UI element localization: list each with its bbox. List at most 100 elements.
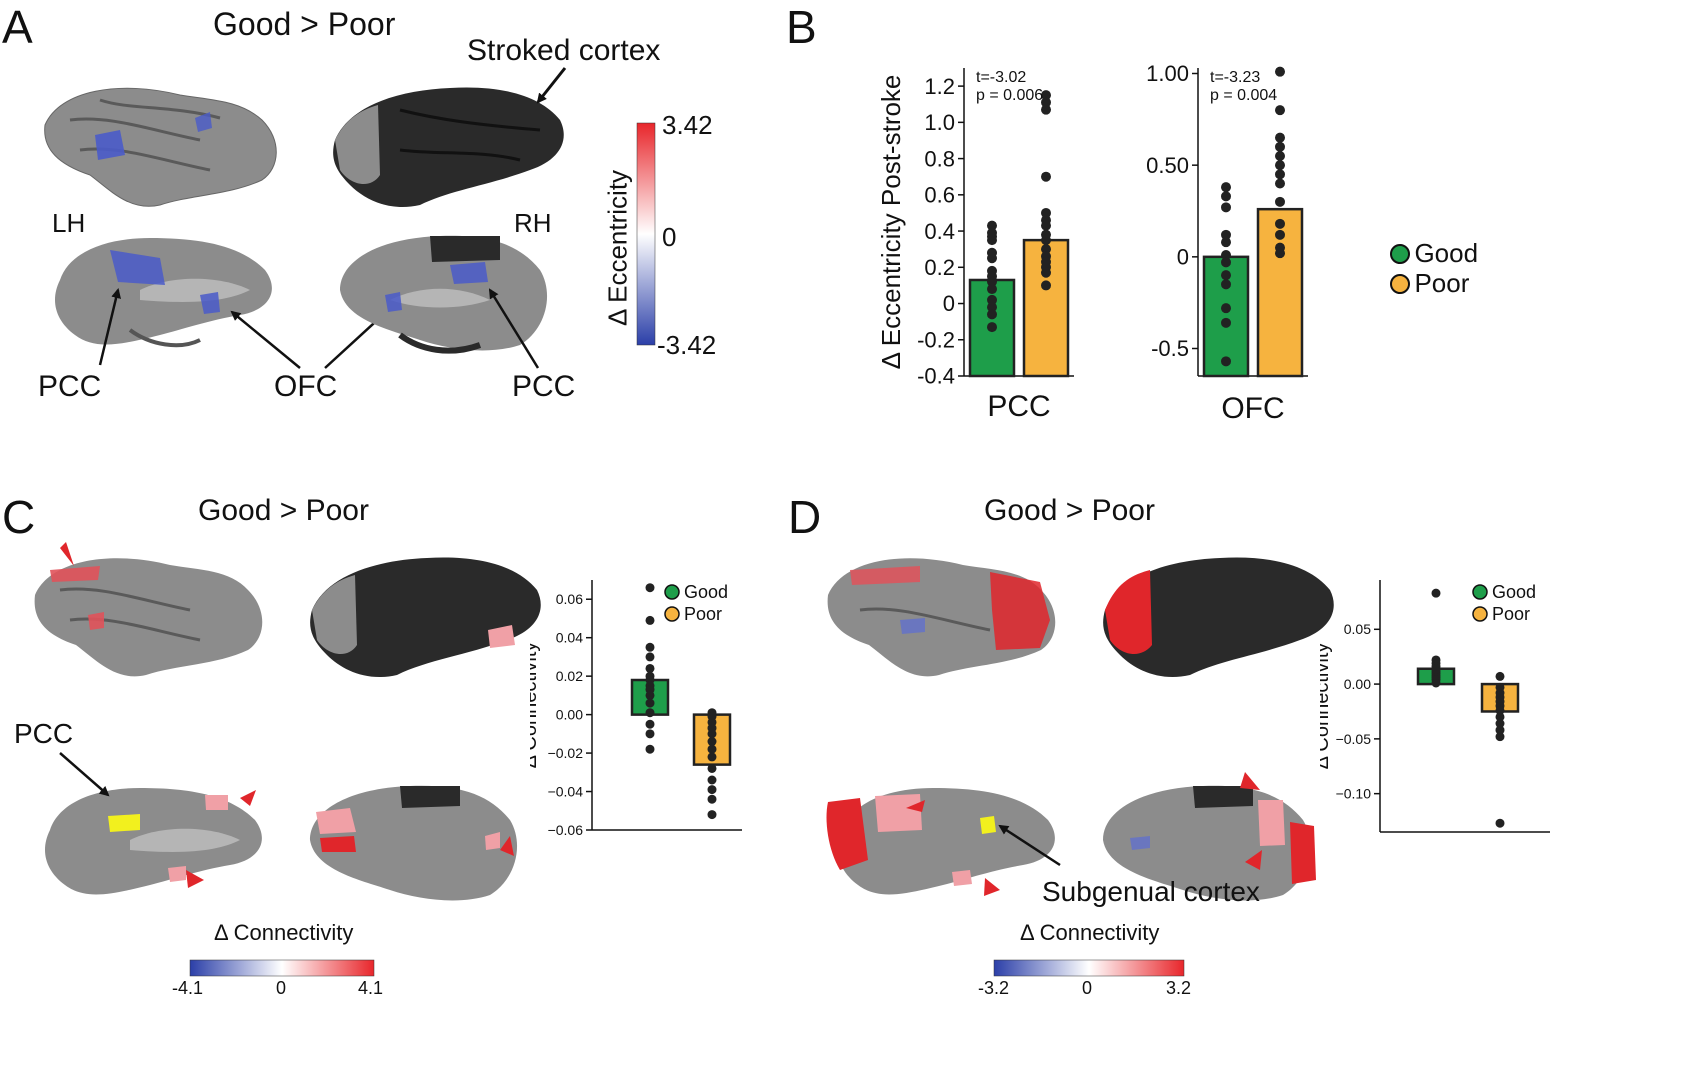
y-axis-label: Δ Eccentricity Post-stroke	[876, 75, 906, 370]
data-point	[645, 615, 655, 625]
data-point	[1275, 218, 1285, 229]
legend-label: Good	[1492, 582, 1536, 602]
data-point	[707, 785, 717, 795]
data-point	[1041, 171, 1051, 182]
y-tick-label: 0.8	[924, 146, 955, 171]
chart-c: −0.06 −0.04 −0.02 0.00 0.02 0.04 0.06 Δ Connect…	[530, 580, 742, 838]
data-point	[645, 652, 655, 662]
colorbar-a	[636, 122, 656, 346]
legend-marker	[1472, 606, 1488, 622]
legend-label: Poor	[684, 604, 722, 624]
panel-label-b: B	[786, 1, 817, 53]
data-point	[987, 276, 997, 287]
data-point	[1275, 132, 1285, 143]
y-tick-label: −0.10	[1336, 786, 1372, 802]
data-point	[1221, 237, 1231, 248]
legend-marker	[664, 606, 680, 622]
data-point	[1221, 270, 1231, 281]
data-point	[1221, 303, 1231, 314]
data-point	[1041, 280, 1051, 291]
colorbar-c-label: Δ Connectivity	[214, 920, 354, 945]
data-point	[1041, 220, 1051, 231]
data-point	[1275, 178, 1285, 189]
colorbar-c-mid: 0	[276, 978, 287, 998]
colorbar-d-label: Δ Connectivity	[1020, 920, 1160, 945]
brain-a-left-medial	[55, 238, 272, 348]
y-tick-label: 1.0	[924, 110, 955, 135]
data-point	[987, 253, 997, 264]
y-tick-label: -0.2	[917, 327, 955, 352]
data-point	[1221, 202, 1231, 213]
stroked-cortex-label: Stroked cortex	[467, 34, 661, 67]
data-point	[1431, 588, 1441, 598]
y-tick-label: -0.4	[917, 364, 955, 389]
y-tick-label: 0.4	[924, 219, 955, 244]
y-axis-label: Δ Connectivity	[530, 642, 541, 769]
data-point	[987, 220, 997, 231]
data-point	[707, 729, 717, 739]
colorbar-c-min: -4.1	[172, 978, 204, 998]
brain-d-right-lateral	[1103, 557, 1334, 678]
y-tick-label: 0.06	[556, 591, 583, 607]
panel-label-d: D	[788, 491, 822, 543]
data-point	[1431, 678, 1441, 688]
legend-label: Poor	[1492, 604, 1530, 624]
colorbar-a-label: Δ Eccentricity	[602, 169, 633, 327]
legend-label: Good	[684, 582, 728, 602]
data-point	[707, 744, 717, 754]
chart-b-ofc: -0.5 0 0.50 1.00 OFC t=-3.23p = 0.004	[1146, 61, 1308, 425]
data-point	[1221, 182, 1231, 193]
data-point	[1495, 818, 1505, 828]
brain-d-right-medial	[1103, 772, 1316, 901]
brain-d-left-medial	[826, 788, 1055, 896]
data-point	[1041, 207, 1051, 218]
panel-label-a: A	[2, 1, 33, 53]
brain-a-right-medial	[340, 235, 548, 354]
y-tick-label: −0.04	[548, 783, 584, 799]
data-point	[1275, 141, 1285, 152]
data-point	[1041, 104, 1051, 115]
data-point	[1495, 705, 1505, 715]
colorbar-d-max: 3.2	[1166, 978, 1192, 998]
y-tick-label: 1.00	[1146, 61, 1189, 86]
data-point	[1275, 248, 1285, 259]
legend-marker	[664, 584, 680, 600]
y-tick-label: 0.00	[1344, 676, 1371, 692]
brain-c-right-lateral	[310, 557, 541, 678]
data-point	[1041, 244, 1051, 255]
stat-text: p = 0.004	[1210, 87, 1277, 104]
pcc-left-label: PCC	[38, 370, 102, 403]
legend-marker	[1472, 584, 1488, 600]
data-point	[1275, 151, 1285, 161]
legend-b-good: Good	[1390, 238, 1478, 269]
y-tick-label: 0	[1177, 245, 1189, 270]
data-point	[707, 810, 717, 820]
data-point	[1221, 257, 1231, 268]
data-point	[1221, 279, 1231, 290]
data-point	[645, 729, 655, 739]
data-point	[1221, 356, 1231, 367]
y-tick-label: 1.2	[924, 74, 955, 99]
data-point	[1275, 160, 1285, 171]
data-point	[707, 763, 717, 773]
colorbar-a-max: 3.42	[662, 110, 713, 140]
data-point	[1495, 712, 1505, 722]
chart-b: -0.4 -0.2 0 0.2 0.4 0.6 0.8 1.0 1.2 PCC Δ Eccentri…	[876, 61, 1308, 425]
x-axis-label: PCC	[987, 390, 1050, 423]
stat-text: t=-3.23	[1210, 69, 1260, 86]
legend-b-poor: Poor	[1390, 268, 1469, 299]
y-tick-label: −0.05	[1336, 731, 1372, 747]
colorbar-a-mid: 0	[662, 222, 677, 252]
colorbar-d	[993, 959, 1185, 977]
y-tick-label: −0.06	[548, 822, 584, 838]
legend-poor-label: Poor	[1414, 268, 1470, 298]
legend-poor-marker	[1390, 273, 1410, 294]
y-tick-label: 0.05	[1344, 621, 1371, 637]
data-point	[987, 302, 997, 313]
subgenual-label: Subgenual cortex	[1042, 876, 1260, 907]
lh-label: LH	[52, 208, 86, 238]
brain-d-left-lateral	[827, 558, 1056, 677]
data-point	[1275, 105, 1285, 116]
